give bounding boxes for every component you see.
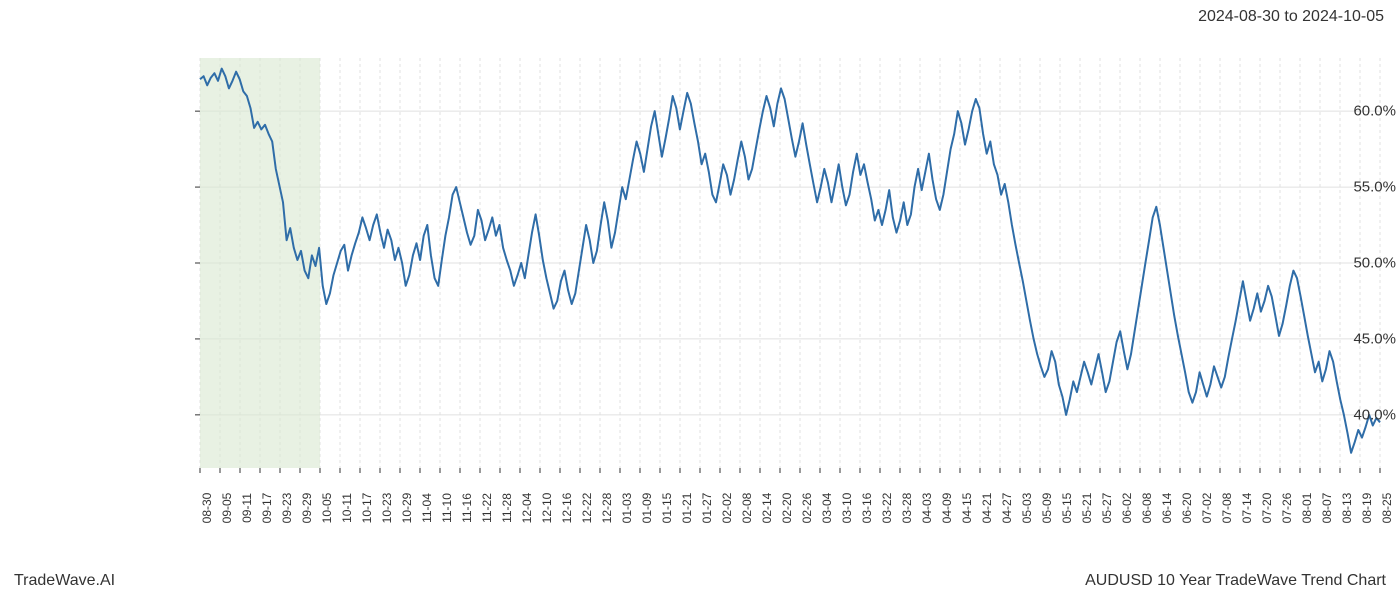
x-axis-labels: 08-30 09-05 09-11 09-17 09-23 09-29 10-05 10-11…: [0, 474, 1400, 534]
x-tick-label: 08-30: [200, 493, 214, 524]
x-tick-label: 07-08: [1220, 493, 1234, 524]
x-tick-label: 08-07: [1320, 493, 1334, 524]
x-tick-label: 10-23: [380, 493, 394, 524]
x-tick-label: 06-14: [1160, 493, 1174, 524]
x-tick-label: 11-16: [460, 493, 474, 523]
x-tick-label: 11-04: [420, 493, 434, 523]
x-tick-label: 04-27: [1000, 493, 1014, 524]
x-tick-label: 12-22: [580, 493, 594, 524]
x-tick-label: 01-15: [660, 493, 674, 524]
x-tick-label: 06-02: [1120, 493, 1134, 524]
x-tick-label: 10-29: [400, 493, 414, 524]
x-tick-label: 01-09: [640, 493, 654, 524]
x-tick-label: 03-16: [860, 493, 874, 524]
x-tick-label: 01-03: [620, 493, 634, 524]
x-tick-label: 05-03: [1020, 493, 1034, 524]
x-tick-label: 06-20: [1180, 493, 1194, 524]
x-tick-label: 07-20: [1260, 493, 1274, 524]
x-tick-label: 05-09: [1040, 493, 1054, 524]
x-tick-label: 12-10: [540, 493, 554, 524]
x-tick-label: 01-27: [700, 493, 714, 524]
x-tick-label: 10-05: [320, 493, 334, 524]
x-tick-label: 01-21: [680, 493, 694, 524]
x-tick-label: 05-21: [1080, 493, 1094, 524]
x-tick-label: 10-17: [360, 493, 374, 524]
x-tick-label: 04-09: [940, 493, 954, 524]
x-tick-label: 11-28: [500, 493, 514, 523]
y-tick-label: 45.0%: [1206, 330, 1396, 347]
x-tick-label: 08-01: [1300, 493, 1314, 524]
x-tick-label: 03-28: [900, 493, 914, 524]
x-tick-label: 02-08: [740, 493, 754, 524]
watermark-brand: TradeWave.AI: [14, 572, 115, 590]
x-tick-label: 05-27: [1100, 493, 1114, 524]
x-tick-label: 08-19: [1360, 493, 1374, 524]
x-tick-label: 07-26: [1280, 493, 1294, 524]
x-tick-label: 02-20: [780, 493, 794, 524]
x-tick-label: 07-14: [1240, 493, 1254, 524]
x-tick-label: 06-08: [1140, 493, 1154, 524]
x-tick-label: 12-28: [600, 493, 614, 524]
x-tick-label: 02-02: [720, 493, 734, 524]
x-tick-label: 03-10: [840, 493, 854, 524]
y-tick-label: 50.0%: [1206, 255, 1396, 272]
x-tick-label: 09-29: [300, 493, 314, 524]
chart-title: AUDUSD 10 Year TradeWave Trend Chart: [1085, 572, 1386, 590]
x-tick-label: 07-02: [1200, 493, 1214, 524]
chart-container: 40.0%45.0%50.0%55.0%60.0% 08-3009-0509-1…: [0, 48, 1400, 508]
y-tick-label: 60.0%: [1206, 103, 1396, 120]
x-tick-label: 09-05: [220, 493, 234, 524]
x-tick-label: 12-04: [520, 493, 534, 524]
x-tick-label: 09-11: [240, 493, 254, 523]
x-tick-label: 11-10: [440, 493, 454, 523]
x-tick-label: 04-15: [960, 493, 974, 524]
y-tick-label: 55.0%: [1206, 179, 1396, 196]
trend-chart: [0, 48, 1400, 508]
x-tick-label: 03-04: [820, 493, 834, 524]
x-tick-label: 09-17: [260, 493, 274, 524]
x-tick-label: 08-13: [1340, 493, 1354, 524]
y-tick-label: 40.0%: [1206, 406, 1396, 423]
x-tick-label: 02-14: [760, 493, 774, 524]
x-tick-label: 09-23: [280, 493, 294, 524]
x-tick-label: 02-26: [800, 493, 814, 524]
x-tick-label: 12-16: [560, 493, 574, 524]
x-tick-label: 04-21: [980, 493, 994, 524]
date-range-label: 2024-08-30 to 2024-10-05: [1198, 8, 1384, 26]
x-tick-label: 10-11: [340, 493, 354, 523]
x-tick-label: 03-22: [880, 493, 894, 524]
x-tick-label: 04-03: [920, 493, 934, 524]
x-tick-label: 05-15: [1060, 493, 1074, 524]
x-tick-label: 08-25: [1380, 493, 1394, 524]
x-tick-label: 11-22: [480, 493, 494, 523]
